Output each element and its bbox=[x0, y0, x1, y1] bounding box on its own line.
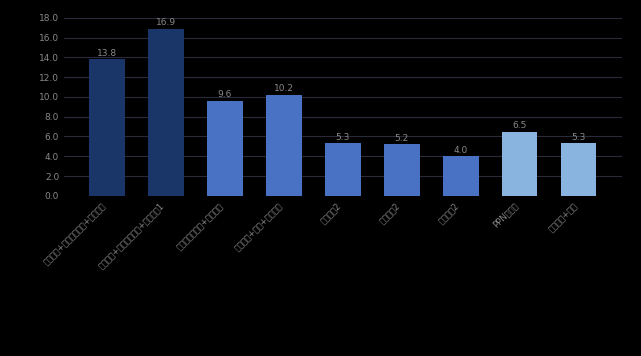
Text: 13.8: 13.8 bbox=[97, 49, 117, 58]
Bar bbox=[502, 131, 537, 196]
Text: 6.5: 6.5 bbox=[513, 121, 527, 130]
Bar bbox=[207, 101, 243, 196]
Text: 5.3: 5.3 bbox=[336, 133, 350, 142]
Text: 5.2: 5.2 bbox=[395, 134, 409, 143]
Bar bbox=[149, 29, 184, 196]
Text: 10.2: 10.2 bbox=[274, 84, 294, 93]
Bar bbox=[266, 95, 302, 196]
Text: 4.0: 4.0 bbox=[454, 146, 468, 155]
Bar bbox=[561, 143, 596, 196]
Bar bbox=[384, 145, 420, 196]
Bar bbox=[325, 143, 361, 196]
Text: 9.6: 9.6 bbox=[218, 90, 232, 99]
Text: 16.9: 16.9 bbox=[156, 18, 176, 27]
Text: 5.3: 5.3 bbox=[572, 133, 586, 142]
Bar bbox=[90, 59, 125, 196]
Bar bbox=[443, 156, 479, 196]
